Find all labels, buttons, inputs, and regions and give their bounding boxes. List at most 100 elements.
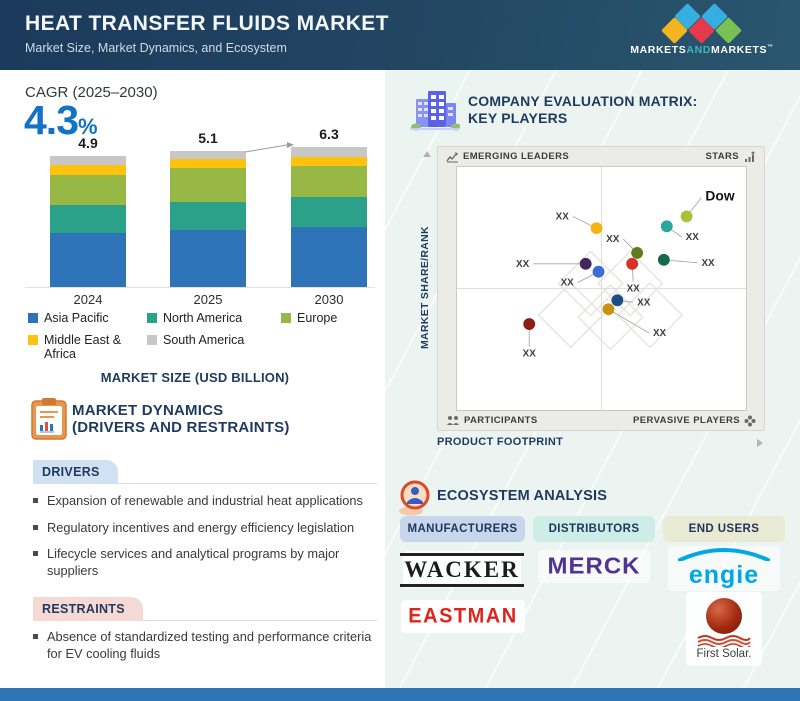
first-solar-logo: First Solar. xyxy=(686,592,762,666)
segment-North America xyxy=(170,201,246,230)
ecosystem-title: ECOSYSTEM ANALYSIS xyxy=(437,488,608,504)
ecosystem-icon xyxy=(399,480,430,516)
y-axis-arrow-icon xyxy=(423,151,431,157)
tab-distributors[interactable]: DISTRIBUTORS xyxy=(533,516,655,542)
segment-Asia Pacific xyxy=(291,226,367,287)
list-item-text: Lifecycle services and analytical progra… xyxy=(47,546,340,578)
list-item-text: Absence of standardized testing and perf… xyxy=(47,629,372,661)
drivers-tab[interactable]: DRIVERS xyxy=(33,460,118,484)
watermark-diamond xyxy=(557,250,624,317)
quadrant-participants: PARTICIPANTS xyxy=(446,415,538,426)
legend-swatch xyxy=(147,335,157,345)
chart-baseline xyxy=(25,287,375,288)
restraints-list: Absence of standardized testing and perf… xyxy=(33,629,381,672)
company-dot[interactable] xyxy=(660,220,673,233)
bottom-accent-bar xyxy=(0,688,800,701)
company-label: XX xyxy=(561,278,575,289)
segment-North America xyxy=(291,196,367,227)
watermark-diamond xyxy=(537,282,604,349)
bullet-icon xyxy=(33,634,38,639)
legend-item: North America xyxy=(147,311,281,325)
bar-2030 xyxy=(291,147,367,287)
company-dot[interactable] xyxy=(631,247,644,259)
people-icon xyxy=(447,416,459,425)
trademark-symbol: ™ xyxy=(767,44,774,51)
eastman-logo: EASTMAN xyxy=(401,600,525,633)
bar-total-label: 6.3 xyxy=(319,126,339,142)
leader-line xyxy=(608,308,650,334)
legend-swatch xyxy=(281,313,291,323)
legend-label: South America xyxy=(163,333,245,347)
company-dot[interactable] xyxy=(592,265,605,278)
star-bars-icon xyxy=(745,150,755,162)
segment-South America xyxy=(50,156,126,166)
company-dot[interactable] xyxy=(590,222,603,235)
legend-label: Europe xyxy=(297,311,338,325)
legend-item: South America xyxy=(147,333,281,361)
segment-Europe xyxy=(291,165,367,197)
bar-2024 xyxy=(50,156,126,287)
matrix-plot-area: XX XX XX XX XX XX Dow XX XX XX XX xyxy=(456,166,747,411)
segment-Europe xyxy=(50,174,126,206)
tab-manufacturers[interactable]: MANUFACTURERS xyxy=(400,516,525,542)
x-axis-arrow-icon xyxy=(757,439,763,447)
company-dot[interactable] xyxy=(626,257,639,270)
bullet-icon xyxy=(33,551,38,557)
legend-label: North America xyxy=(163,311,243,325)
company-dot[interactable] xyxy=(523,318,536,330)
watermark-diamond xyxy=(577,284,644,351)
company-dot[interactable] xyxy=(579,257,592,270)
company-label: XX xyxy=(556,211,570,222)
growth-arrow-icon xyxy=(244,142,294,153)
chart-axis-title: MARKET SIZE (USD BILLION) xyxy=(100,370,290,385)
first-solar-waves-icon xyxy=(697,635,751,647)
bullet-icon xyxy=(33,498,38,503)
segment-South America xyxy=(170,151,246,159)
company-label: XX xyxy=(523,349,537,360)
company-dot[interactable] xyxy=(602,303,615,316)
legend-swatch xyxy=(28,335,38,345)
list-item: Absence of standardized testing and perf… xyxy=(33,629,381,662)
y-axis-label: MARKET SHARE/RANK xyxy=(419,226,431,350)
flower-icon xyxy=(744,415,756,426)
bar-category-label: 2030 xyxy=(314,292,344,307)
cagr-percent-sign: % xyxy=(78,114,98,139)
merck-logo: MERCK xyxy=(538,550,650,583)
logo-wordmark: MARKETSANDMARKETS™ xyxy=(630,44,774,56)
quadrant-emerging-leaders: EMERGING LEADERS xyxy=(446,151,569,163)
chart-legend: Asia Pacific North America Europe Middle Ea… xyxy=(28,311,380,361)
quadrant-pervasive-players: PERVASIVE PLAYERS xyxy=(633,415,756,427)
engie-arc-icon xyxy=(678,547,770,561)
evaluation-matrix-title: COMPANY EVALUATION MATRIX: KEY PLAYERS xyxy=(468,93,698,126)
engie-logo: ENGIE xyxy=(668,546,780,591)
legend-label: Middle East & Africa xyxy=(44,333,122,361)
company-label: XX xyxy=(516,259,530,270)
list-item: Expansion of renewable and industrial he… xyxy=(33,493,381,510)
segment-North America xyxy=(50,205,126,234)
legend-swatch xyxy=(28,313,38,323)
company-dot-dow[interactable] xyxy=(680,210,693,223)
company-dot[interactable] xyxy=(611,294,624,307)
bar-category-label: 2024 xyxy=(73,292,103,307)
wacker-logo: WACKER xyxy=(400,551,524,588)
quadrant-stars: STARS xyxy=(706,150,757,163)
tab-end-users[interactable]: END USERS xyxy=(663,516,785,542)
growth-chart-icon xyxy=(446,151,458,162)
list-item: Regulatory incentives and energy efficie… xyxy=(33,520,381,537)
header: HEAT TRANSFER FLUIDS MARKET Market Size,… xyxy=(0,0,800,70)
company-label: XX xyxy=(686,232,700,243)
segment-Asia Pacific xyxy=(50,233,126,287)
bar-2025 xyxy=(170,151,246,287)
marketsandmarkets-logo: MARKETSANDMARKETS™ xyxy=(622,3,782,64)
company-dot[interactable] xyxy=(657,253,670,266)
legend-item: Europe xyxy=(281,311,380,325)
matrix-bottom-band: PARTICIPANTS PERVASIVE PLAYERS xyxy=(438,411,764,430)
restraints-tab[interactable]: RESTRAINTS xyxy=(33,597,143,621)
drivers-list: Expansion of renewable and industrial he… xyxy=(33,493,381,590)
segment-Middle East & Africa xyxy=(50,165,126,175)
company-label: XX xyxy=(701,258,715,269)
company-label: XX xyxy=(627,283,641,294)
bar-category-label: 2025 xyxy=(193,292,223,307)
legend-item: Asia Pacific xyxy=(28,311,147,325)
restraints-divider xyxy=(33,620,377,621)
